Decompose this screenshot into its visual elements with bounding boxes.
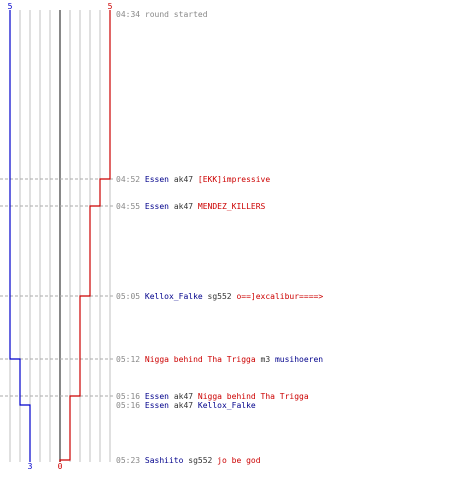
event-time: 04:55 — [116, 202, 140, 211]
event-weapon: sg552 — [203, 292, 232, 301]
event-log-entry: 05:12 Nigga behind Tha Trigga m3 musihoe… — [116, 355, 323, 364]
event-time: 04:52 — [116, 175, 140, 184]
event-log-entry: 05:16 Essen ak47 Kellox_Falke — [116, 401, 256, 410]
event-time: 05:23 — [116, 456, 140, 465]
event-target: [EKK]impressive — [193, 175, 270, 184]
event-target: MENDEZ_KILLERS — [193, 202, 265, 211]
event-actor: Essen — [140, 392, 169, 401]
event-weapon: sg552 — [183, 456, 212, 465]
event-log-entry: 04:52 Essen ak47 [EKK]impressive — [116, 175, 270, 184]
event-target: jo be god — [212, 456, 260, 465]
event-actor: Nigga behind Tha Trigga — [140, 355, 256, 364]
timeline-grid — [0, 10, 113, 462]
event-time: 05:05 — [116, 292, 140, 301]
event-log-entry: 05:16 Essen ak47 Nigga behind Tha Trigga — [116, 392, 309, 401]
event-weapon: m3 — [256, 355, 271, 364]
event-log-entry: 04:34 round started — [116, 10, 208, 19]
event-weapon: ak47 — [169, 401, 193, 410]
event-target: musihoeren — [270, 355, 323, 364]
event-actor: Essen — [140, 401, 169, 410]
event-target: Nigga behind Tha Trigga — [193, 392, 309, 401]
event-actor: Sashiito — [140, 456, 184, 465]
event-weapon: ak47 — [169, 175, 193, 184]
event-actor: Kellox_Falke — [140, 292, 203, 301]
red-team-alive-line — [59, 10, 111, 462]
blue-start-score: 5 — [8, 2, 13, 11]
event-log: 5 5 3 0 04:34 round started 04:52 Essen ak47 … — [8, 2, 324, 471]
event-target: o==]excalibur====> — [232, 292, 324, 301]
event-weapon: ak47 — [169, 392, 193, 401]
score-lines — [9, 10, 111, 462]
event-time: 05:16 — [116, 401, 140, 410]
blue-team-alive-line — [9, 10, 31, 462]
event-weapon: ak47 — [169, 202, 193, 211]
event-log-entry: 04:55 Essen ak47 MENDEZ_KILLERS — [116, 202, 266, 211]
event-time: 05:12 — [116, 355, 140, 364]
event-log-entry: 05:05 Kellox_Falke sg552 o==]excalibur==… — [116, 292, 323, 301]
event-actor: round started — [140, 10, 208, 19]
event-target: Kellox_Falke — [193, 401, 256, 410]
red-start-score: 5 — [108, 2, 113, 11]
event-time: 04:34 — [116, 10, 140, 19]
blue-end-score: 3 — [28, 462, 33, 471]
event-log-entry: 05:23 Sashiito sg552 jo be god — [116, 456, 261, 465]
red-end-score: 0 — [58, 462, 63, 471]
event-actor: Essen — [140, 202, 169, 211]
event-actor: Essen — [140, 175, 169, 184]
event-time: 05:16 — [116, 392, 140, 401]
